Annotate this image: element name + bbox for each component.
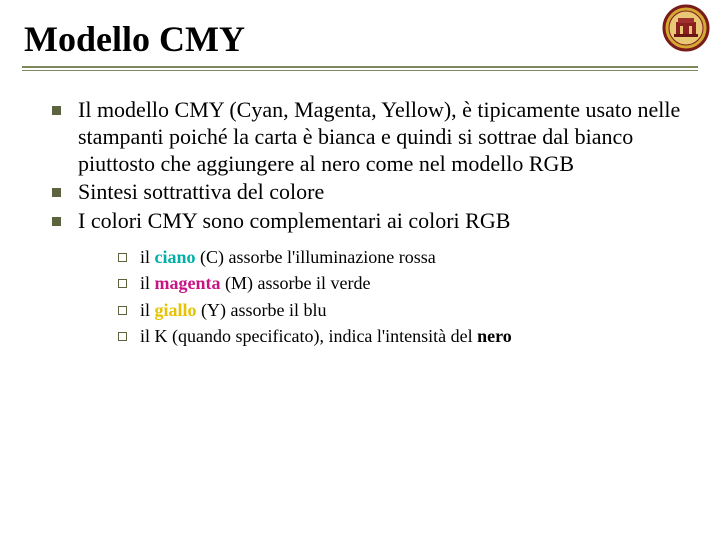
title-rule-thick [22,66,698,68]
keyword-magenta: magenta [155,273,221,293]
keyword-yellow: giallo [155,300,197,320]
bullet-text: Il modello CMY (Cyan, Magenta, Yellow), … [78,97,680,176]
bullet-item: Il modello CMY (Cyan, Magenta, Yellow), … [44,97,690,177]
sub-text-pre: il [140,273,155,293]
sub-text-post: (Y) assorbe il blu [197,300,327,320]
sub-text-pre: il K (quando specificato), indica l'inte… [140,326,477,346]
university-seal-logo [662,4,710,52]
sub-bullet-item: il ciano (C) assorbe l'illuminazione ros… [112,245,690,269]
sub-text-post: (C) assorbe l'illuminazione rossa [196,247,436,267]
sub-text-pre: il [140,247,155,267]
slide-title: Modello CMY [24,18,700,60]
sub-text-post: (M) assorbe il verde [221,273,371,293]
sub-bullet-item: il giallo (Y) assorbe il blu [112,298,690,322]
sub-bullet-list: il ciano (C) assorbe l'illuminazione ros… [112,245,690,348]
slide: Modello CMY Il modello CMY (Cyan, Magent… [0,0,720,540]
sub-bullet-item: il K (quando specificato), indica l'inte… [112,324,690,348]
keyword-black: nero [477,326,512,346]
title-rule-thin [22,70,698,71]
keyword-cyan: ciano [155,247,196,267]
sub-bullet-item: il magenta (M) assorbe il verde [112,271,690,295]
bullet-text: I colori CMY sono complementari ai color… [78,208,510,233]
bullet-text: Sintesi sottrattiva del colore [78,179,324,204]
bullet-list: Il modello CMY (Cyan, Magenta, Yellow), … [44,97,690,348]
sub-text-pre: il [140,300,155,320]
slide-body: Il modello CMY (Cyan, Magenta, Yellow), … [44,97,690,348]
bullet-item: I colori CMY sono complementari ai color… [44,208,690,348]
bullet-item: Sintesi sottrattiva del colore [44,179,690,206]
